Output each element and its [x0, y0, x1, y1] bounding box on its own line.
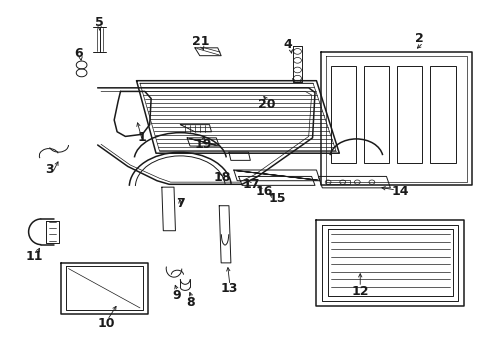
Text: 11: 11 [25, 250, 42, 263]
Text: 6: 6 [74, 47, 82, 60]
Text: 5: 5 [95, 16, 104, 29]
Text: 13: 13 [220, 283, 237, 296]
Text: 2: 2 [414, 32, 423, 45]
Text: 7: 7 [176, 197, 184, 210]
Text: 4: 4 [284, 38, 292, 51]
Text: 3: 3 [44, 163, 53, 176]
Text: 9: 9 [172, 288, 181, 302]
Text: 20: 20 [257, 99, 275, 112]
Text: 12: 12 [351, 285, 368, 298]
Text: 19: 19 [194, 139, 211, 152]
Text: 18: 18 [213, 171, 231, 184]
Text: 8: 8 [186, 296, 195, 309]
Bar [429, 66, 455, 163]
Text: 10: 10 [97, 317, 115, 330]
Bar [330, 66, 356, 163]
Text: 15: 15 [268, 192, 286, 205]
Text: 14: 14 [390, 185, 408, 198]
Text: 17: 17 [243, 178, 260, 191]
Text: 16: 16 [255, 185, 272, 198]
Text: 1: 1 [138, 131, 146, 144]
Bar [396, 66, 422, 163]
Text: 21: 21 [192, 35, 209, 48]
Bar [364, 66, 388, 163]
